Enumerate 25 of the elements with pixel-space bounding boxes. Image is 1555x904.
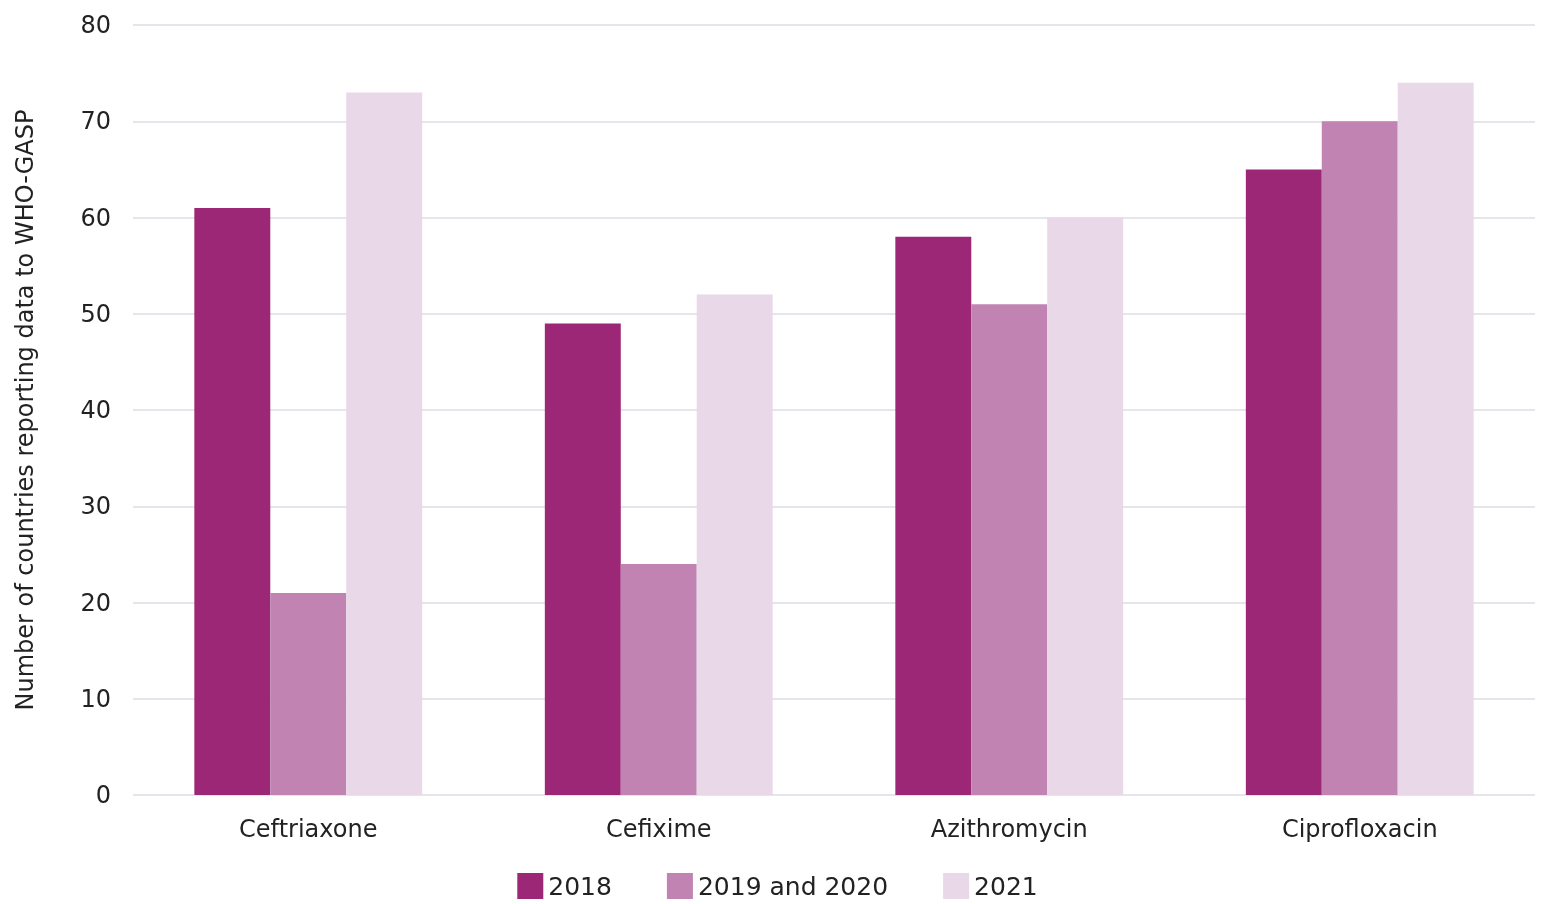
bar [1245, 169, 1322, 795]
y-tick-label: 0 [95, 781, 111, 809]
x-tick-label: Cefixime [605, 815, 712, 843]
x-tick-label: Azithromycin [930, 815, 1088, 843]
y-tick-label: 60 [80, 203, 111, 232]
y-tick-label: 30 [80, 492, 111, 521]
bar [544, 323, 621, 795]
y-tick-label: 50 [80, 299, 111, 328]
y-tick-label: 20 [80, 588, 111, 617]
x-tick-label: Ciprofloxacin [1281, 815, 1438, 843]
bar [895, 236, 972, 795]
x-tick-label: Ceftriaxone [239, 815, 378, 843]
y-tick-label: 40 [80, 396, 111, 424]
bar [620, 564, 697, 795]
legend-label: 2021 [974, 871, 1038, 901]
y-tick-label: 10 [80, 684, 111, 713]
bar [1321, 121, 1398, 795]
legend-label: 2018 [548, 871, 612, 901]
bar [270, 592, 347, 795]
y-axis-title: Number of countries reporting data to WHO-GASP [11, 109, 39, 711]
y-tick-label: 70 [80, 107, 111, 136]
bar [194, 207, 271, 795]
y-tick-label: 80 [80, 11, 111, 39]
bar [971, 304, 1048, 795]
legend-label: 2019 and 2020 [697, 871, 889, 901]
